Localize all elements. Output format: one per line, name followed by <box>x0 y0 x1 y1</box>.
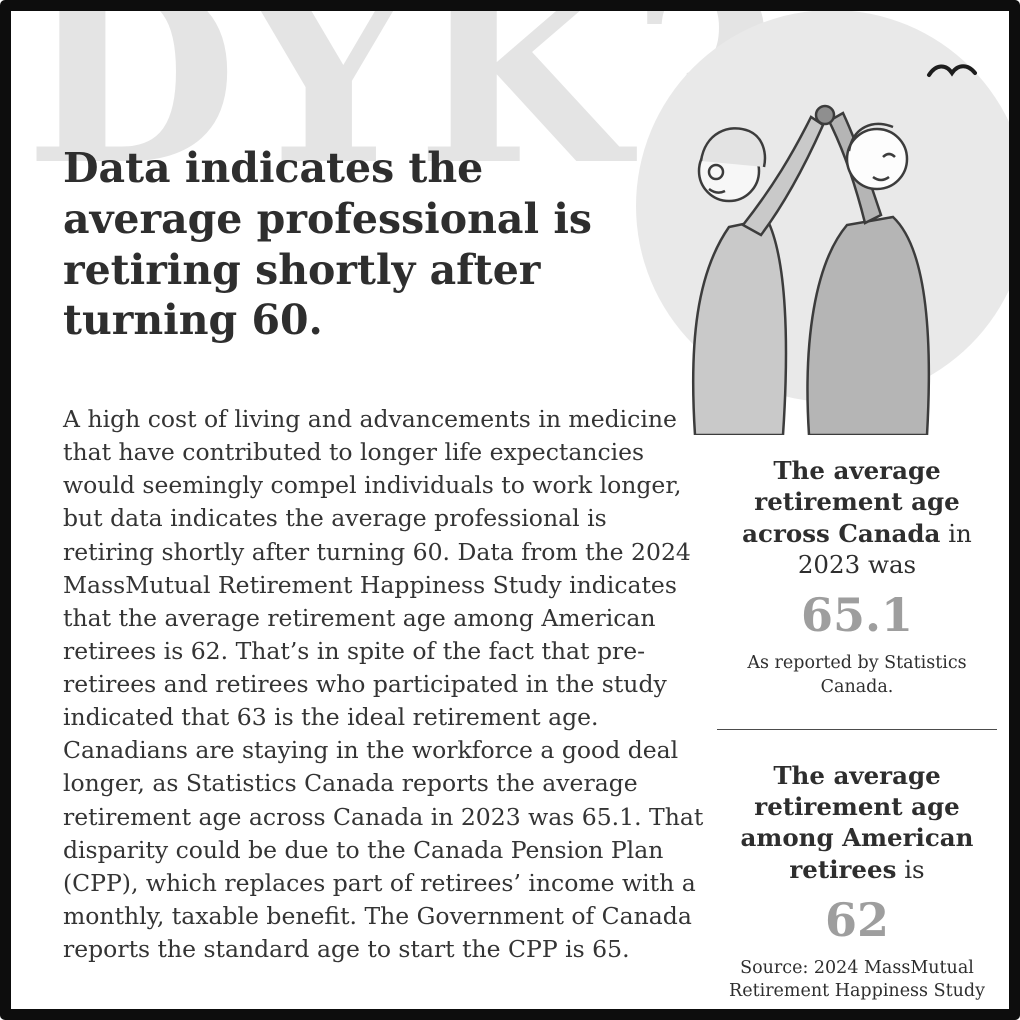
bird-icon <box>927 64 977 77</box>
stat-american: The average retirement age among America… <box>709 760 1005 1004</box>
headline: Data indicates the average professional … <box>63 144 592 345</box>
stat-canada: The average retirement age across Canada… <box>709 455 1005 699</box>
man-figure <box>806 104 931 435</box>
stat-canada-value: 65.1 <box>800 588 914 643</box>
stat-canada-source: As reported by Statistics Canada. <box>747 653 967 697</box>
stat-american-value: 62 <box>824 893 889 948</box>
stat-canada-lead-regular: in 2023 was <box>797 518 972 580</box>
stat-canada-lead-bold: The average retirement age across Canada <box>742 456 960 548</box>
retirement-couple-illustration <box>636 11 1009 435</box>
stat-american-lead-bold: The average retirement age among America… <box>740 760 974 884</box>
stat-american-lead: The average retirement age among America… <box>709 760 1005 885</box>
stats-column: The average retirement age across Canada… <box>709 455 1005 1003</box>
stat-american-source: Source: 2024 MassMutual Retirement Happi… <box>729 958 985 1002</box>
joined-hands <box>814 104 836 126</box>
woman-figure <box>691 115 825 435</box>
stats-divider <box>717 728 997 730</box>
stat-american-lead-regular: is <box>904 854 925 884</box>
body-paragraph: A high cost of living and advancements i… <box>63 405 704 963</box>
stat-canada-lead: The average retirement age across Canada… <box>709 455 1005 580</box>
